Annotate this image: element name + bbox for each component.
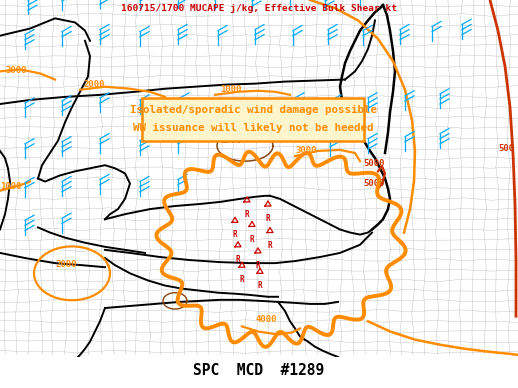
Text: Isolated/sporadic wind damage possible: Isolated/sporadic wind damage possible	[130, 105, 377, 115]
Text: 5000: 5000	[363, 159, 384, 168]
Text: 1000: 1000	[220, 136, 241, 145]
FancyBboxPatch shape	[142, 98, 364, 141]
Text: 160715/1700 MUCAPE j/kg, Effective Bulk Shear kt: 160715/1700 MUCAPE j/kg, Effective Bulk …	[121, 4, 397, 13]
Text: WW issuance will likely not be heeded: WW issuance will likely not be heeded	[133, 123, 373, 132]
Text: 1000: 1000	[220, 85, 241, 94]
Text: R: R	[256, 261, 261, 270]
Text: 5000: 5000	[363, 178, 384, 188]
Text: R: R	[240, 275, 244, 284]
Text: 2000: 2000	[83, 80, 105, 89]
Text: R: R	[244, 210, 249, 219]
Text: 500: 500	[498, 144, 514, 153]
Text: R: R	[250, 235, 254, 244]
Text: 2000: 2000	[55, 260, 77, 269]
Text: R: R	[266, 214, 270, 223]
Text: R: R	[236, 255, 240, 264]
Text: R: R	[233, 230, 237, 239]
Text: SPC  MCD  #1289: SPC MCD #1289	[193, 363, 325, 378]
Text: 4000: 4000	[255, 315, 277, 324]
Text: 3000: 3000	[295, 146, 316, 155]
Text: R: R	[268, 241, 272, 250]
Text: 1000: 1000	[0, 182, 22, 191]
Text: 3000: 3000	[5, 66, 26, 75]
Text: R: R	[257, 281, 262, 291]
